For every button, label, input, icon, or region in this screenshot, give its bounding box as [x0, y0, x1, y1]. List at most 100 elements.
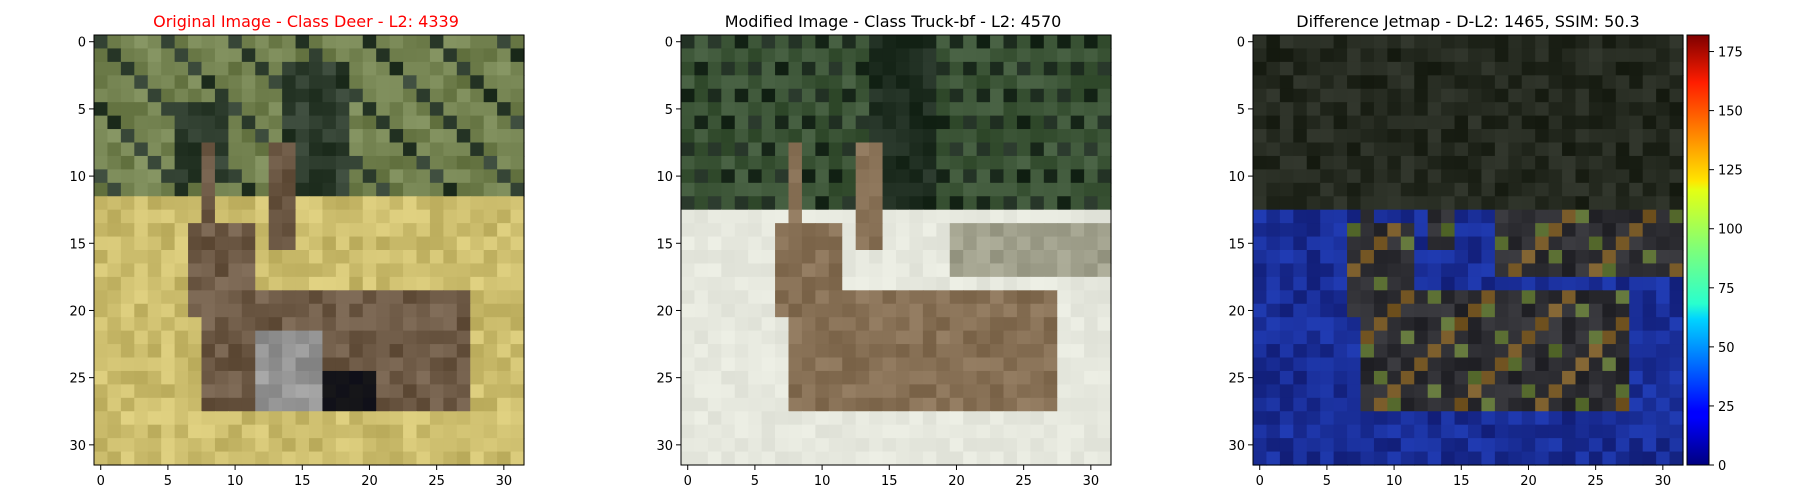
pixel-original [335, 35, 350, 50]
pixel-jetmap [1535, 169, 1550, 184]
pixel-modified [882, 75, 897, 90]
pixel-original [120, 129, 135, 144]
pixel-original [483, 290, 498, 305]
pixel-jetmap [1306, 397, 1321, 412]
pixel-modified [963, 102, 978, 117]
pixel-original [456, 223, 471, 238]
pixel-original [201, 88, 216, 103]
pixel-original [470, 236, 485, 251]
pixel-jetmap [1293, 330, 1308, 345]
pixel-original [309, 438, 324, 453]
pixel-jetmap [1468, 370, 1483, 385]
pixel-original [120, 102, 135, 117]
pixel-jetmap [1333, 330, 1348, 345]
pixel-original [201, 196, 216, 211]
pixel-modified [801, 155, 816, 170]
pixel-modified [694, 438, 709, 453]
pixel-jetmap [1320, 250, 1335, 265]
pixel-modified [896, 384, 911, 399]
pixel-jetmap [1427, 317, 1442, 332]
pixel-modified [869, 129, 884, 144]
pixel-original [456, 129, 471, 144]
pixel-original [389, 263, 404, 278]
pixel-original [376, 75, 391, 90]
pixel-jetmap [1454, 317, 1469, 332]
pixel-jetmap [1333, 129, 1348, 144]
pixel-modified [681, 223, 696, 238]
pixel-jetmap [1253, 142, 1268, 157]
pixel-jetmap [1279, 317, 1294, 332]
pixel-original [335, 142, 350, 157]
pixel-modified [949, 276, 964, 291]
pixel-modified [1003, 169, 1018, 184]
pixel-original [174, 142, 189, 157]
pixel-original [470, 384, 485, 399]
pixel-jetmap [1588, 88, 1603, 103]
pixel-jetmap [1253, 357, 1268, 372]
pixel-original [483, 236, 498, 251]
pixel-original [282, 155, 297, 170]
pixel-jetmap [1306, 317, 1321, 332]
pixel-modified [963, 142, 978, 157]
colorbar-tick-label: 50 [1718, 341, 1735, 356]
pixel-original [282, 48, 297, 63]
pixel-original [120, 169, 135, 184]
pixel-modified [801, 61, 816, 76]
pixel-modified [761, 438, 776, 453]
pixel-modified [1084, 182, 1099, 197]
pixel-jetmap [1333, 384, 1348, 399]
pixel-original [214, 142, 229, 157]
pixel-original [107, 88, 122, 103]
pixel-original [510, 290, 525, 305]
pixel-modified [681, 88, 696, 103]
pixel-jetmap [1266, 330, 1281, 345]
pixel-original [147, 290, 162, 305]
pixel-modified [801, 169, 816, 184]
pixel-jetmap [1562, 290, 1577, 305]
pixel-modified [976, 330, 991, 345]
pixel-original [483, 48, 498, 63]
pixel-original [94, 250, 109, 265]
pixel-original [107, 196, 122, 211]
pixel-jetmap [1548, 169, 1563, 184]
pixel-original [403, 397, 418, 412]
pixel-modified [882, 317, 897, 332]
pixel-jetmap [1333, 276, 1348, 291]
pixel-original [268, 276, 283, 291]
pixel-jetmap [1508, 397, 1523, 412]
pixel-modified [842, 209, 857, 224]
pixel-jetmap [1400, 182, 1415, 197]
pixel-jetmap [1400, 142, 1415, 157]
pixel-original [497, 250, 512, 265]
pixel-jetmap [1333, 155, 1348, 170]
pixel-modified [1097, 223, 1112, 238]
y-tick-label: 30 [69, 439, 86, 454]
pixel-original [255, 169, 270, 184]
pixel-original [416, 48, 431, 63]
pixel-modified [1016, 223, 1031, 238]
pixel-modified [721, 115, 736, 130]
pixel-jetmap [1279, 115, 1294, 130]
pixel-jetmap [1441, 142, 1456, 157]
pixel-original [335, 438, 350, 453]
pixel-jetmap [1468, 35, 1483, 50]
x-tick-label: 15 [881, 474, 898, 489]
pixel-modified [990, 102, 1005, 117]
pixel-jetmap [1454, 102, 1469, 117]
pixel-original [497, 75, 512, 90]
pixel-jetmap [1494, 236, 1509, 251]
y-tick-label: 10 [69, 170, 86, 185]
pixel-jetmap [1642, 397, 1657, 412]
pixel-modified [775, 317, 790, 332]
pixel-original [134, 61, 149, 76]
pixel-original [161, 129, 176, 144]
pixel-original [309, 424, 324, 439]
pixel-jetmap [1669, 411, 1684, 426]
pixel-jetmap [1387, 75, 1402, 90]
pixel-original [456, 411, 471, 426]
pixel-jetmap [1508, 169, 1523, 184]
pixel-modified [734, 129, 749, 144]
pixel-jetmap [1629, 290, 1644, 305]
pixel-jetmap [1642, 129, 1657, 144]
pixel-original [456, 384, 471, 399]
